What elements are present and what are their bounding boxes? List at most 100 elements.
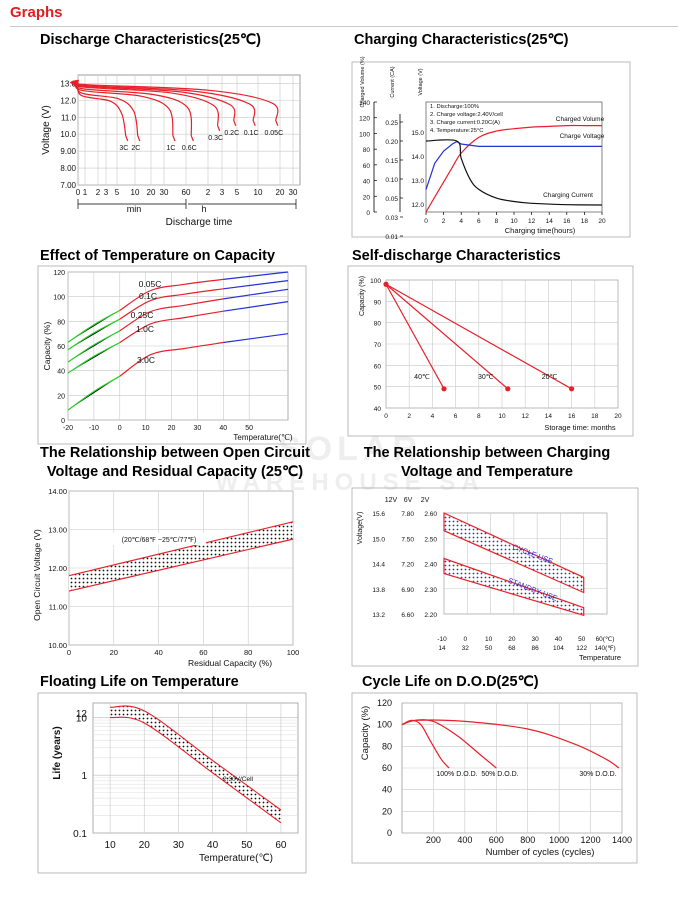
capacity-curve-hot-0.25C xyxy=(223,288,289,300)
y2-tick-label: 2.50 xyxy=(424,536,437,543)
x-tick-label: 30 xyxy=(194,425,202,432)
x-tick-label: 0 xyxy=(67,648,71,657)
discharge-curve-label: 0.2C xyxy=(224,130,239,137)
floating-life-lower xyxy=(109,716,282,824)
x-tick-label: 20 xyxy=(276,188,285,197)
x-tick-label: 1000 xyxy=(549,835,569,845)
self-discharge-label: 40℃ xyxy=(414,374,430,381)
capacity-curve-0.25C xyxy=(119,298,224,332)
temperature-title: Effect of Temperature on Capacity xyxy=(40,248,276,264)
charge-voltage-temp-chart: 12V 6V 2V 15.6 7.80 2.60 15.0 7.50 2.50 14.4 7.20 2… xyxy=(351,487,642,673)
x-tick-label: 20 xyxy=(168,425,176,432)
x-tick-label: 10 xyxy=(498,413,506,420)
y6-tick-label: 6.90 xyxy=(401,587,414,594)
y-tick-label: 14.00 xyxy=(48,487,67,496)
self-discharge-end-point xyxy=(441,386,447,392)
y-axis-title: Capacity (%) xyxy=(359,276,366,316)
x-tick-celsius: 20 xyxy=(508,636,516,643)
discharge-curve-0.6C xyxy=(74,79,194,142)
cycle-life-curve-30% D.O.D. xyxy=(401,719,620,769)
discharge-curve-label: 0.05C xyxy=(264,130,283,137)
y-tick-label: 8.00 xyxy=(60,164,76,173)
y12-tick-label: 14.4 xyxy=(372,562,385,569)
self-discharge-line-30℃ xyxy=(385,283,509,390)
capacity-curve-1.0C xyxy=(119,310,224,344)
y-tick-label: 12.0 xyxy=(60,96,76,105)
discharge-chart: 13.0 12.0 11.0 10.0 9.00 8.00 7.00 0 1 2 3 5 10 20 30 6… xyxy=(38,55,308,235)
x-axis-title: Temperature(℃) xyxy=(233,433,293,442)
x-tick-label: -20 xyxy=(63,425,73,432)
volume-tick-label: 40 xyxy=(363,179,371,186)
x-tick-fahrenheit: 122 xyxy=(576,645,587,652)
voltage-tick-label: 12.0 xyxy=(411,202,424,209)
volume-tick-label: 140 xyxy=(359,100,370,107)
self-discharge-label: 30℃ xyxy=(478,374,494,381)
capacity-curve-3.0C xyxy=(119,341,224,377)
x-tick-label: 80 xyxy=(244,648,252,657)
y2-tick-label: 2.40 xyxy=(424,562,437,569)
x-tick-label: 30 xyxy=(160,188,169,197)
y-tick-label: 7.00 xyxy=(60,181,76,190)
capacity-curve-cold-0.25C xyxy=(67,330,121,363)
discharge-curve-label: 1C xyxy=(167,145,176,152)
x-tick-label: 50 xyxy=(245,425,253,432)
y-tick-label: 100 xyxy=(53,295,65,302)
capacity-curve-label: 0.25C xyxy=(131,310,154,320)
x-tick-celsius: 10 xyxy=(485,636,493,643)
y12-tick-label: 15.0 xyxy=(372,536,385,543)
x-tick-label: 4 xyxy=(459,218,463,225)
cycle-life-title: Cycle Life on D.O.D(25℃) xyxy=(362,674,539,690)
volume-tick-label: 80 xyxy=(363,147,371,154)
capacity-curve-hot-0.1C xyxy=(223,280,289,290)
capacity-curve-label: 3.0C xyxy=(137,355,155,365)
x-tick-label: 400 xyxy=(457,835,472,845)
x-tick-label: 30 xyxy=(289,188,298,197)
x-tick-fahrenheit: 32 xyxy=(462,645,470,652)
x-tick-label: 60 xyxy=(199,648,207,657)
capacity-curve-hot-3.0C xyxy=(223,333,289,344)
x-tick-label: 200 xyxy=(426,835,441,845)
x-axis-title: Temperature(℃) xyxy=(199,853,273,864)
x-axis-title: Charging time(hours) xyxy=(505,226,576,235)
capacity-curve-cold-3.0C xyxy=(67,375,121,411)
capacity-curve-hot-1.0C xyxy=(223,301,289,312)
x-tick-label: 800 xyxy=(520,835,535,845)
discharge-curve-3C xyxy=(77,79,129,142)
x-tick-label: 20 xyxy=(147,188,156,197)
y6-tick-label: 6.60 xyxy=(401,612,414,619)
temperature-chart: 120 100 80 60 40 20 0 -20 -10 0 10 20 30 40 50 0.05C 0.1… xyxy=(37,265,308,445)
x-tick-label: 16 xyxy=(563,218,571,225)
y-tick-label: 90 xyxy=(374,299,382,306)
x-tick-label: 0 xyxy=(118,425,122,432)
x-tick-fahrenheit: 14 xyxy=(438,645,446,652)
y-tick-label: 70 xyxy=(374,342,382,349)
y6-tick-label: 7.80 xyxy=(401,511,414,518)
y-tick-label: 100 xyxy=(370,278,381,285)
x-tick-label: 0 xyxy=(76,188,81,197)
plot-frame xyxy=(425,101,603,213)
cycle-life-label-30: 30% D.O.D. xyxy=(579,771,616,778)
discharge-curve-label: 2C xyxy=(131,145,140,152)
capacity-curve-label: 0.1C xyxy=(139,291,157,301)
x-tick-label: 3 xyxy=(104,188,109,197)
x-tick-label: 10 xyxy=(105,840,117,851)
x-unit-h: h xyxy=(201,204,206,214)
y-tick-label: 80 xyxy=(374,321,382,328)
volume-tick-label: 120 xyxy=(359,116,370,123)
condition-note: 4. Temperature:25°C xyxy=(430,128,483,134)
x-tick-label: 50 xyxy=(241,840,253,851)
condition-note: 2. Charge voltage:2.40V/cell xyxy=(430,112,503,118)
charging-current-label: Charging Current xyxy=(543,192,593,199)
x-tick-label: 40 xyxy=(207,840,219,851)
x-axis-title: Discharge time xyxy=(166,217,233,228)
x-tick-label: 20 xyxy=(110,648,118,657)
charge-voltage-temp-title: The Relationship between Charging Voltage… xyxy=(363,445,611,480)
axis-header-current: Current (CA) xyxy=(390,66,396,97)
y12-tick-label: 15.6 xyxy=(372,511,385,518)
x-tick-label: 8 xyxy=(477,413,481,420)
self-discharge-line-20℃ xyxy=(385,283,572,390)
x-axis-title: Temperature xyxy=(579,653,621,662)
x-tick-label: 6 xyxy=(454,413,458,420)
ocv-band-lower xyxy=(68,538,294,592)
y-tick-label: 12.00 xyxy=(48,564,67,573)
